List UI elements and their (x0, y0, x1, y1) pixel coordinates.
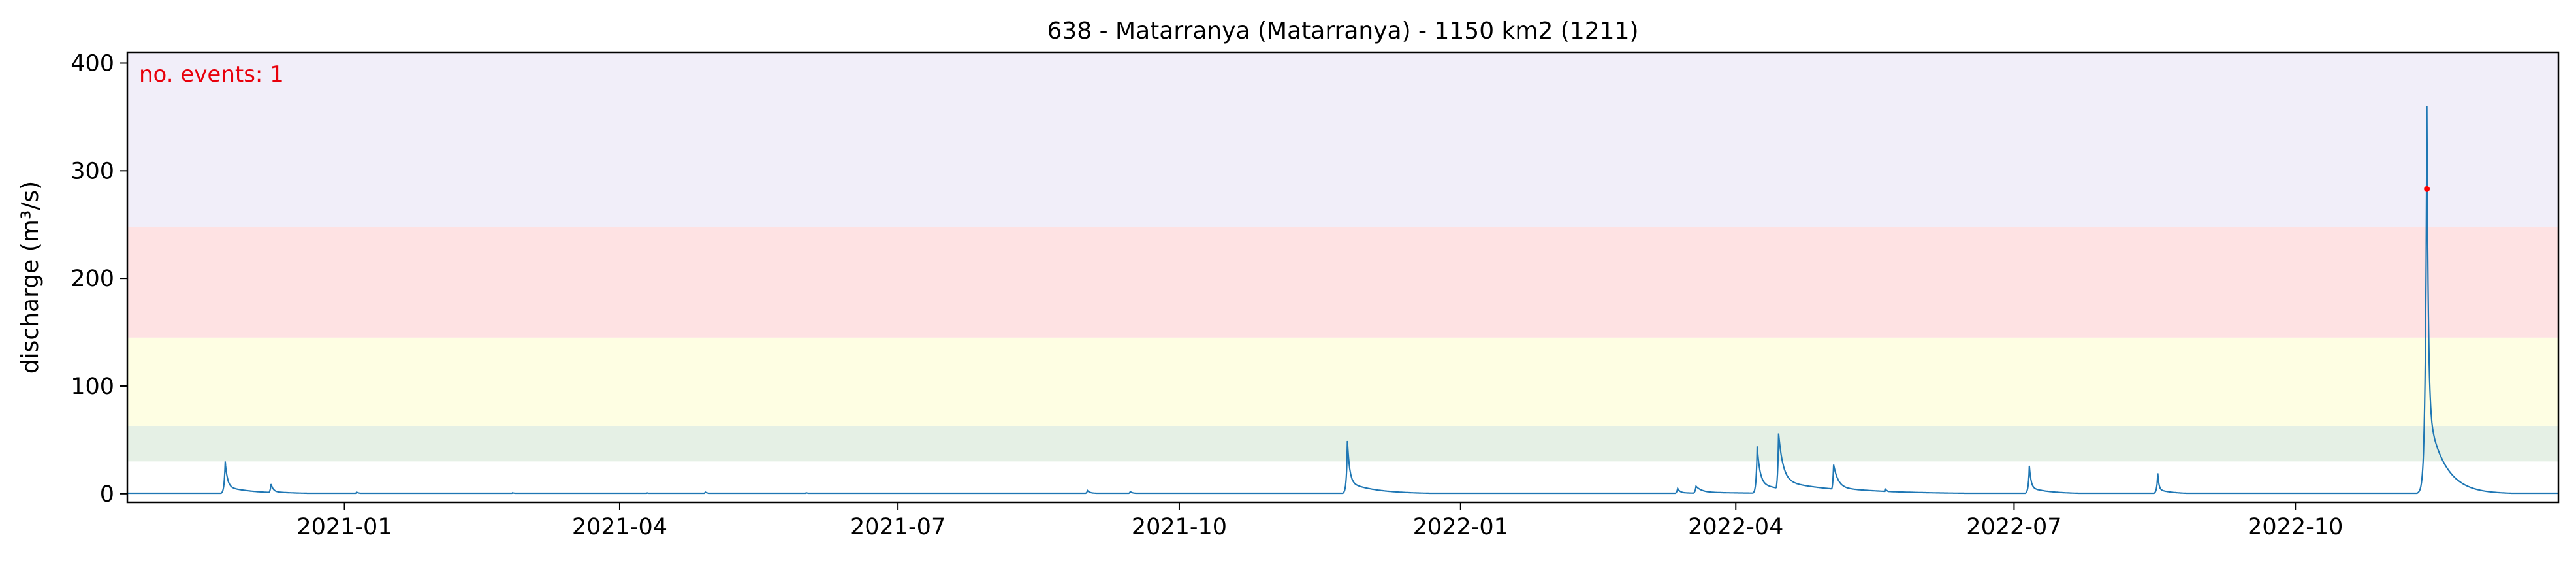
events-count-annotation: no. events: 1 (139, 61, 284, 88)
x-axis: 2021-01 2021-04 2021-07 2021-10 2022-01 2022-… (296, 502, 2343, 540)
threshold-band-0 (127, 425, 2558, 462)
y-tick-label-4: 400 (71, 50, 114, 76)
y-tick-label-2: 200 (71, 266, 114, 292)
discharge-line-0 (127, 106, 2558, 495)
threshold-band-3 (127, 52, 2558, 227)
event-marker-0 (2424, 186, 2430, 192)
x-tick-label-7: 2022-10 (2248, 514, 2343, 540)
x-tick-label-6: 2022-07 (1966, 514, 2061, 540)
threshold-band-2 (127, 227, 2558, 338)
x-tick-label-3: 2021-10 (1132, 514, 1227, 540)
y-axis-label: discharge (m³/s) (17, 181, 44, 374)
threshold-band-1 (127, 337, 2558, 426)
y-tick-label-0: 0 (100, 481, 114, 508)
x-tick-label-0: 2021-01 (296, 514, 392, 540)
y-tick-label-1: 100 (71, 374, 114, 400)
y-axis: 0 100 200 300 400 (71, 50, 127, 508)
x-tick-label-4: 2022-01 (1413, 514, 1508, 540)
x-tick-label-1: 2021-04 (572, 514, 667, 540)
y-tick-label-3: 300 (71, 158, 114, 184)
event-markers (2424, 186, 2430, 192)
series-line-layer (127, 106, 2558, 495)
x-tick-label-2: 2021-07 (850, 514, 946, 540)
plot-frame (126, 51, 2560, 504)
x-tick-label-5: 2022-04 (1688, 514, 1783, 540)
chart-title: 638 - Matarranya (Matarranya) - 1150 km2… (1047, 18, 1638, 44)
threshold-bands (127, 52, 2558, 462)
